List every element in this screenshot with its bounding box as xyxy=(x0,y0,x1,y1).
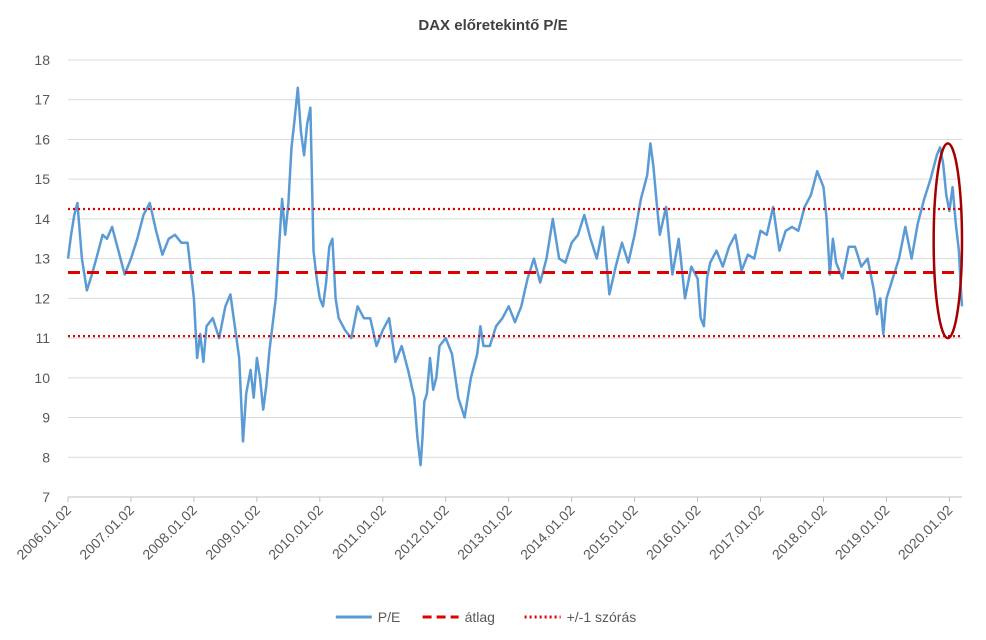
series-layer xyxy=(66,86,964,467)
x-tick-label: 2011.01.02 xyxy=(329,502,389,562)
y-tick-label: 13 xyxy=(34,251,50,267)
legend-label: +/-1 szórás xyxy=(567,609,637,625)
x-tick-label: 2008.01.02 xyxy=(139,502,200,563)
x-tick-label: 2017.01.02 xyxy=(706,502,767,563)
x-tick-label: 2010.01.02 xyxy=(265,502,326,563)
x-tick-label: 2006.01.02 xyxy=(13,502,74,563)
x-tick-label: 2012.01.02 xyxy=(391,502,452,563)
y-tick-label: 11 xyxy=(35,330,50,346)
highlight-ellipse xyxy=(932,142,964,340)
y-tick-label: 18 xyxy=(34,52,50,68)
chart-title: DAX előretekintő P/E xyxy=(418,17,567,34)
legend-label: P/E xyxy=(378,609,401,625)
x-tick-label: 2015.01.02 xyxy=(580,502,641,563)
legend: P/E átlag +/-1 szórás xyxy=(335,609,637,625)
y-axis-ticks: 7 8 9 10 11 12 13 14 15 16 17 18 xyxy=(34,52,50,505)
series-p-e-line xyxy=(66,86,964,467)
x-tick-label: 2019.01.02 xyxy=(832,502,893,563)
y-tick-label: 10 xyxy=(34,370,50,386)
legend-label: átlag xyxy=(465,609,495,625)
y-tick-label: 17 xyxy=(34,92,50,108)
annotation-layer xyxy=(932,142,964,340)
x-tick-label: 2009.01.02 xyxy=(202,502,263,563)
x-tick-label: 2007.01.02 xyxy=(76,502,137,563)
y-tick-label: 12 xyxy=(34,290,50,306)
y-tick-label: 9 xyxy=(42,410,50,426)
x-tick-label: 2013.01.02 xyxy=(454,502,515,563)
y-tick-label: 16 xyxy=(34,131,50,147)
y-tick-label: 15 xyxy=(34,171,50,187)
x-tick-label: 2020.01.02 xyxy=(895,502,956,563)
x-tick-label: 2016.01.02 xyxy=(643,502,704,563)
x-axis-ticks: 2006.01.02 2007.01.02 2008.01.02 2009.01.02… xyxy=(13,497,956,563)
x-tick-label: 2018.01.02 xyxy=(769,502,830,563)
y-tick-label: 14 xyxy=(34,211,50,227)
gridlines xyxy=(68,59,962,498)
y-tick-label: 8 xyxy=(42,449,50,465)
y-tick-label: 7 xyxy=(42,489,50,505)
x-tick-label: 2014.01.02 xyxy=(517,502,578,563)
